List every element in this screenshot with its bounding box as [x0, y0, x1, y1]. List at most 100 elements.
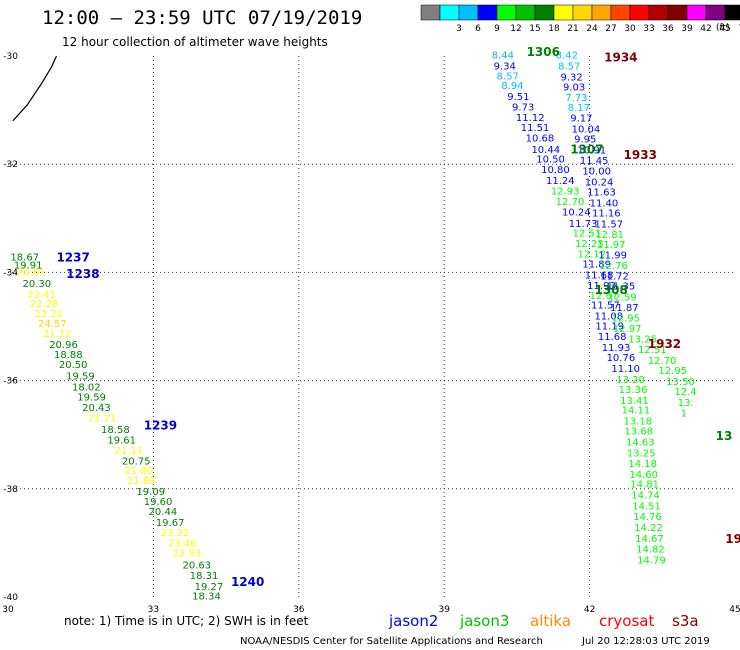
wave-height-label: 11.16 — [592, 209, 621, 220]
wave-height-label: 14.18 — [628, 459, 657, 470]
satellite-name: jason3 — [459, 612, 509, 630]
wave-height-label: 21.89 — [127, 476, 156, 487]
pass-time-label: 1237 — [56, 251, 89, 265]
wave-height-label: 23.32 — [161, 528, 190, 539]
x-tick-label: 39 — [438, 605, 450, 615]
wave-height-label: 8.17 — [568, 103, 590, 114]
wave-height-label: 12.95 — [658, 366, 687, 377]
color-bin-swatch — [629, 4, 650, 21]
x-tick-label: 33 — [148, 605, 159, 615]
color-bin-label: 3 — [456, 24, 462, 34]
wave-height-label: 8.42 — [556, 51, 578, 62]
wave-height-label: 11.68 — [598, 332, 627, 343]
wave-height-label: 11.40 — [590, 198, 619, 209]
wave-height-label: 21.21 — [88, 414, 117, 425]
color-bin-label: 18 — [548, 24, 560, 34]
wave-height-label: 8.94 — [501, 81, 523, 92]
wave-height-label: 10.00 — [582, 166, 611, 177]
wave-height-label: 13. — [678, 398, 694, 409]
wave-height-label: 12.95 — [611, 314, 640, 325]
x-tick-label: 45 — [729, 605, 740, 615]
color-bin-swatch — [591, 4, 612, 21]
wave-height-label: 11.57 — [594, 219, 623, 230]
pass-time-label: 1307 — [570, 142, 603, 156]
wave-height-label: 11.51 — [521, 123, 550, 134]
chart-title: 12:00 – 23:59 UTC 07/19/2019 — [42, 7, 362, 29]
wave-height-label: 23.41 — [27, 290, 56, 301]
pass-time-label: 1933 — [624, 148, 657, 162]
wave-height-label: 11.73 — [569, 219, 598, 230]
color-bin-swatch — [686, 4, 707, 21]
color-bin-label: 9 — [494, 24, 500, 34]
wave-height-label: 10.91 — [577, 145, 606, 156]
pass-time-label: 13 — [716, 429, 733, 443]
wave-height-label: 11.10 — [611, 364, 640, 375]
y-tick-label: -30 — [3, 52, 18, 62]
wave-height-label: 13.36 — [619, 385, 648, 396]
wave-height-label: 14.67 — [635, 534, 664, 545]
wave-height-label: 24.57 — [38, 319, 67, 330]
wave-height-label: 9.32 — [561, 72, 583, 83]
wave-height-label: 22.28 — [30, 299, 59, 310]
color-bin-label: 33 — [643, 24, 654, 34]
wave-height-label: 18.02 — [72, 382, 101, 393]
wave-height-label: 11.99 — [598, 250, 627, 261]
wave-height-label: 21.80 — [124, 466, 153, 477]
satellite-name: s3a — [672, 612, 699, 630]
wave-height-label: 13.41 — [620, 396, 649, 407]
wave-height-label: 10.80 — [541, 165, 570, 176]
wave-height-label: 19.59 — [77, 393, 106, 404]
satellite-name: altika — [530, 612, 571, 630]
wave-height-label: 12.51 — [638, 345, 667, 356]
color-bin-swatch — [610, 4, 631, 21]
wave-height-label: 18.67 — [10, 252, 39, 263]
wave-height-label: 14.22 — [634, 523, 663, 534]
wave-height-label: 11.63 — [587, 188, 616, 199]
wave-height-label: 12.76 — [599, 261, 628, 272]
x-tick-label: 36 — [293, 605, 305, 615]
wave-height-label: 14.51 — [632, 501, 661, 512]
y-tick-label: -40 — [3, 593, 18, 603]
color-bin-label: 24 — [586, 24, 598, 34]
wave-height-label: 19.59 — [66, 372, 95, 383]
wave-height-label: 12.23 — [575, 239, 604, 250]
wave-height-label: 14.79 — [637, 555, 666, 566]
footer-timestamp: Jul 20 12:28:03 UTC 2019 — [581, 636, 710, 647]
y-tick-label: -34 — [3, 268, 18, 278]
wave-height-label: 9.17 — [570, 113, 592, 124]
wave-height-label: 18.34 — [192, 592, 221, 603]
wave-height-label: 11.87 — [610, 303, 639, 314]
wave-height-label: 14.81 — [630, 480, 659, 491]
wave-height-label: 14.60 — [629, 470, 658, 481]
color-bin-swatch — [667, 4, 688, 21]
color-bin-label: 6 — [475, 24, 481, 34]
wave-height-label: 14.11 — [622, 406, 651, 417]
wave-height-label: 13.20 — [616, 375, 645, 386]
wave-height-label: 14.63 — [626, 438, 655, 449]
wave-height-label: 20.50 — [59, 360, 88, 371]
wave-height-label: 10.50 — [536, 155, 565, 166]
wave-height-label: 8.57 — [558, 62, 580, 73]
wave-height-label: 13.50 — [666, 377, 695, 388]
color-bin-label: 70 — [738, 24, 740, 34]
track-line — [12, 55, 58, 122]
wave-height-label: 22.93 — [173, 548, 202, 559]
footer-credit: NOAA/NESDIS Center for Satellite Applica… — [240, 636, 543, 647]
wave-height-label: 20.43 — [82, 403, 111, 414]
color-scale-legend: 36912151821242730333639424570 — [420, 4, 740, 34]
pass-time-label: 19 — [725, 532, 740, 546]
pass-time-label: 1934 — [604, 50, 637, 64]
wave-height-label: 23.46 — [168, 539, 197, 550]
wave-height-label: 8.57 — [497, 71, 519, 82]
color-bin-swatch — [724, 4, 740, 21]
wave-height-label: 12.93 — [551, 186, 580, 197]
color-scale-unit: (ft) — [716, 23, 730, 33]
wave-height-label: 11.08 — [594, 311, 623, 322]
color-bin-label: 36 — [662, 24, 674, 34]
color-bin-swatch — [648, 4, 669, 21]
wave-height-label: 11.45 — [580, 156, 609, 167]
wave-height-label: 12.70 — [556, 197, 585, 208]
wave-height-label: 11.97 — [597, 240, 626, 251]
wave-height-label: 18.88 — [54, 350, 83, 361]
